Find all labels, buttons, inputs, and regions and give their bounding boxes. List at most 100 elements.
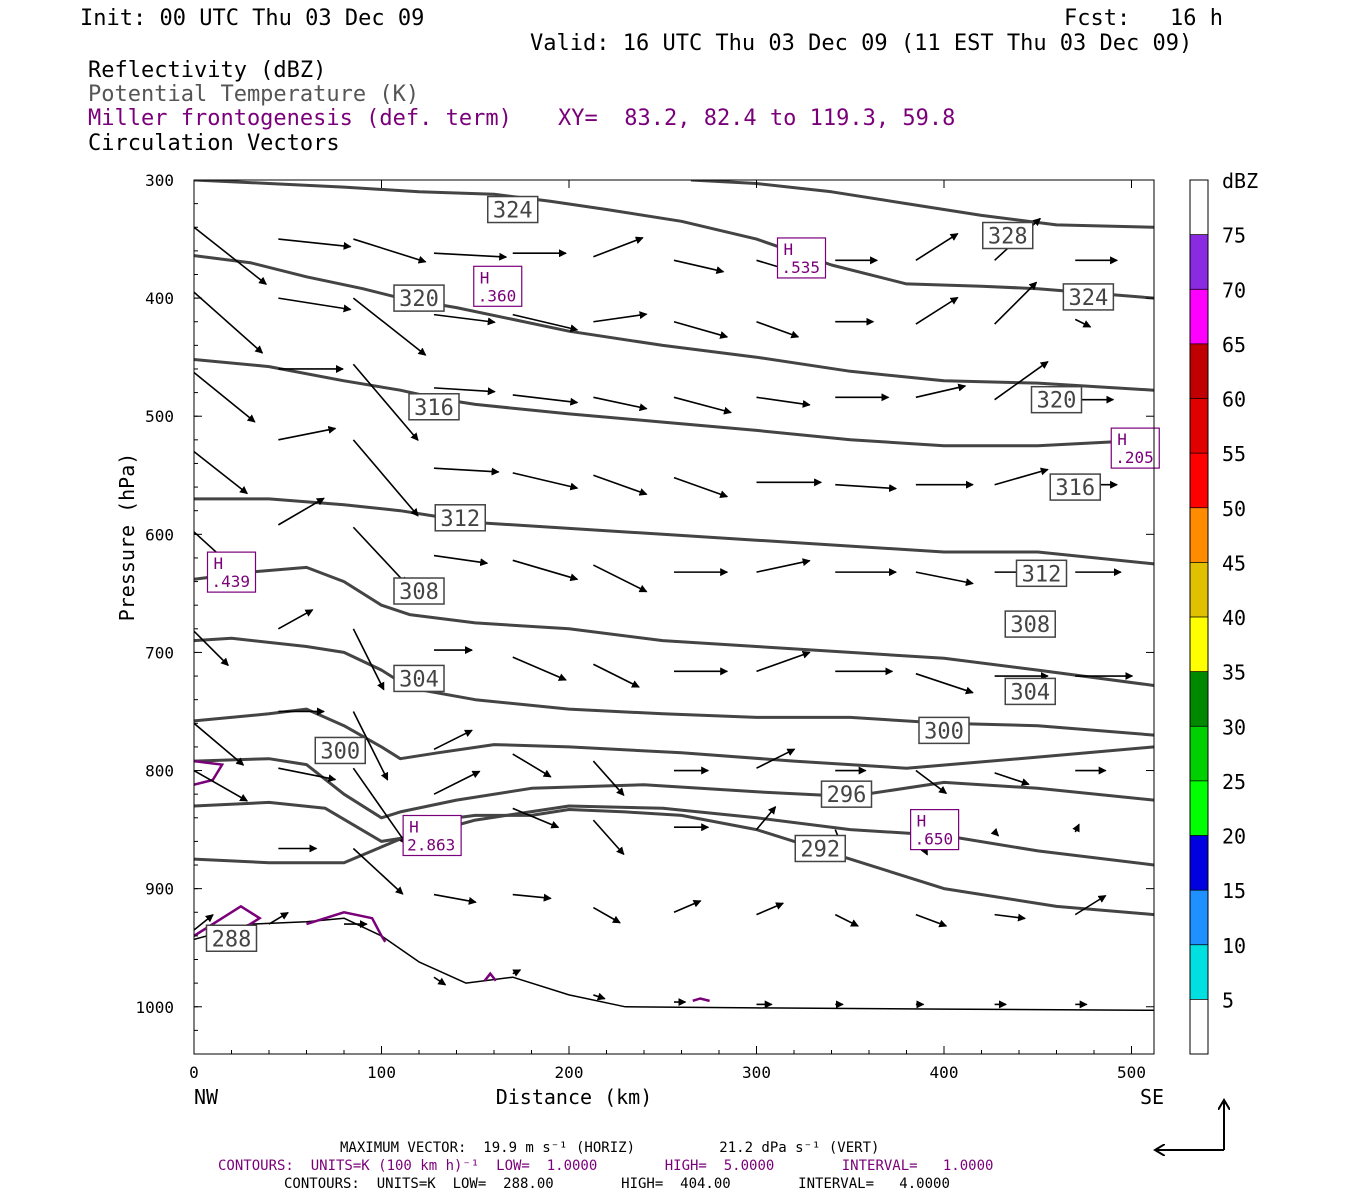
se-label: SE <box>1140 1085 1164 1109</box>
circulation-vector <box>512 313 579 333</box>
circulation-vector <box>433 976 447 986</box>
theta-label-extra-6-box <box>314 736 366 765</box>
theta-label-extra-3-box <box>434 504 486 532</box>
theta-label-292-box <box>794 834 846 863</box>
theta-label-316-box <box>1049 473 1101 501</box>
theta-contour-292 <box>194 808 1154 917</box>
fronto-max-box-5 <box>910 808 960 851</box>
x-axis-label: Distance (km) <box>496 1085 653 1109</box>
circulation-vector <box>593 992 606 1001</box>
circulation-vector <box>512 394 579 406</box>
y-tick-label: 500 <box>145 407 174 426</box>
circulation-vector <box>268 911 289 925</box>
colorbar-label: 50 <box>1222 497 1246 521</box>
theta-label-316: 316 <box>1055 476 1095 501</box>
max-vector-note: MAXIMUM VECTOR: 19.9 m s⁻¹ (HORIZ) 21.2 … <box>340 1140 880 1156</box>
circulation-vector <box>352 711 389 781</box>
fronto-max-label-1: H <box>784 240 794 259</box>
circulation-vector <box>673 476 729 499</box>
theta-label-extra-4: 308 <box>399 580 439 605</box>
y-tick-label: 1000 <box>135 998 174 1017</box>
circulation-vector <box>592 760 625 797</box>
fronto-max-label-3: H <box>214 554 224 573</box>
circulation-vector <box>352 767 408 845</box>
colorbar-cell <box>1190 562 1208 617</box>
colorbar-label: 55 <box>1222 442 1246 466</box>
circulation-vector <box>277 609 314 630</box>
theta-label-304-box <box>1004 677 1056 706</box>
circulation-vector <box>278 297 352 313</box>
y-axis-label: Pressure (hPa) <box>115 453 139 622</box>
circulation-vector <box>194 451 248 495</box>
circulation-vector <box>673 320 729 339</box>
y-tick-label: 800 <box>145 762 174 781</box>
circulation-vector <box>1074 894 1107 916</box>
fronto-max-label-4: H <box>409 818 419 837</box>
colorbar-cell <box>1190 890 1208 945</box>
x-tick-label: 100 <box>367 1063 396 1082</box>
circulation-vector <box>433 387 496 396</box>
circulation-vector <box>915 571 974 587</box>
theta-label-300-box <box>918 716 970 745</box>
theta-contour-312 <box>194 565 1154 687</box>
fronto-max-box-0 <box>473 265 523 307</box>
circulation-vector <box>593 396 648 412</box>
colorbar-label: 60 <box>1222 388 1246 412</box>
init-time: Init: 00 UTC Thu 03 Dec 09 <box>80 6 425 31</box>
circulation-vector <box>593 564 648 593</box>
theta-label-extra-5: 304 <box>399 667 439 692</box>
theta-label-320-box <box>1030 385 1083 414</box>
circulation-vector <box>990 827 1000 837</box>
colorbar-cell <box>1190 835 1208 891</box>
theta-label-extra-6: 300 <box>320 739 360 764</box>
circulation-vector <box>433 252 508 261</box>
y-tick-label: 400 <box>145 289 174 308</box>
fronto-max-label-2: H <box>1117 430 1127 449</box>
circulation-vector <box>915 233 959 261</box>
plot-frame <box>193 179 1155 1055</box>
circulation-vector <box>433 467 500 476</box>
colorbar-label: 20 <box>1222 825 1246 849</box>
fronto-contour-0 <box>194 759 225 786</box>
circulation-vector <box>835 483 898 493</box>
field-frontogenesis: Miller frontogenesis (def. term) <box>88 106 512 131</box>
circulation-vector <box>512 656 567 681</box>
colorbar-cell <box>1190 507 1208 563</box>
theta-label-300: 300 <box>924 719 964 744</box>
colorbar-label: 65 <box>1222 333 1246 357</box>
colorbar-label: 15 <box>1222 879 1246 903</box>
theta-contour-316 <box>194 497 1154 566</box>
circulation-vector <box>994 913 1027 922</box>
circulation-vector <box>755 806 777 831</box>
theta-label-extra-0-box <box>487 195 539 224</box>
theta-label-292: 292 <box>800 837 840 862</box>
colorbar-label: 35 <box>1222 661 1246 685</box>
circulation-vector <box>994 361 1049 401</box>
circulation-vector <box>592 906 621 924</box>
fronto-contour-4 <box>692 997 710 1003</box>
circulation-vector <box>512 807 560 829</box>
colorbar-cell <box>1190 343 1208 399</box>
circulation-vector <box>1074 318 1092 328</box>
circulation-vector <box>352 363 419 442</box>
circulation-vector <box>994 772 1030 786</box>
theta-label-extra-3: 312 <box>440 507 480 532</box>
circulation-vector <box>194 769 249 802</box>
fronto-max-box-1 <box>776 237 827 279</box>
circulation-vector <box>352 847 404 895</box>
theta-label-308: 308 <box>1010 613 1050 638</box>
colorbar-label: 25 <box>1222 770 1246 794</box>
fronto-max-value-1: .535 <box>782 258 821 277</box>
colorbar-label: 75 <box>1222 224 1246 248</box>
circulation-vector <box>915 296 959 325</box>
circulation-vector <box>756 320 800 339</box>
theta-label-320: 320 <box>1037 389 1077 414</box>
circulation-vector <box>433 729 473 750</box>
fronto-max-value-0: .360 <box>478 286 517 305</box>
colorbar-cell <box>1190 180 1208 235</box>
theta-label-296: 296 <box>827 783 867 808</box>
y-tick-label: 900 <box>145 880 174 899</box>
fronto-max-value-2: .205 <box>1115 448 1154 467</box>
fronto-max-label-0: H <box>480 268 490 287</box>
